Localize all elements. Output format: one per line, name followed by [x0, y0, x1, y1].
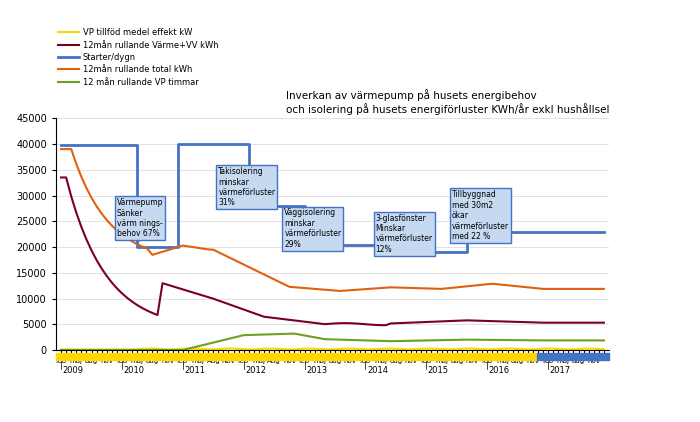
Starter/dygn	[174, 245, 182, 250]
12mån rullande Värme+VV kWh	[528, 320, 537, 325]
12mån rullande total kWh	[600, 287, 608, 292]
Starter/dygn	[392, 250, 400, 255]
Starter/dygn	[169, 245, 177, 250]
12mån rullande total kWh	[113, 228, 121, 233]
VP tillföd medel effekt kW	[143, 346, 151, 351]
Line: Starter/dygn: Starter/dygn	[61, 144, 604, 252]
12 mån rullande VP timmar	[600, 338, 608, 343]
Text: 2011: 2011	[184, 366, 205, 376]
Starter/dygn	[244, 203, 253, 208]
Starter/dygn	[600, 229, 608, 234]
Bar	[537, 353, 609, 360]
VP tillföd medel effekt kW	[494, 346, 502, 352]
12 mån rullande VP timmar	[113, 347, 121, 352]
12 mån rullande VP timmar	[316, 336, 324, 341]
12mån rullande Värme+VV kWh	[113, 286, 121, 291]
12 mån rullande VP timmar	[57, 347, 65, 352]
12mån rullande Värme+VV kWh	[382, 323, 390, 328]
Text: 2014: 2014	[367, 366, 388, 376]
12mån rullande total kWh	[336, 288, 344, 293]
12 mån rullande VP timmar	[143, 347, 151, 352]
VP tillföd medel effekt kW	[528, 347, 537, 352]
Starter/dygn	[458, 250, 466, 255]
Starter/dygn	[392, 242, 400, 247]
Text: Tillbyggnad
med 30m2
ökar
värmeförluster
med 22 %: Tillbyggnad med 30m2 ökar värmeförluster…	[452, 190, 509, 241]
VP tillföd medel effekt kW	[346, 346, 354, 351]
Text: 2017: 2017	[550, 366, 570, 376]
Text: 2016: 2016	[489, 366, 510, 376]
12mån rullande Värme+VV kWh	[311, 320, 319, 325]
12mån rullande Värme+VV kWh	[595, 320, 603, 325]
Starter/dygn	[128, 143, 136, 148]
Starter/dygn	[295, 203, 304, 208]
Starter/dygn	[239, 141, 248, 146]
Starter/dygn	[128, 143, 136, 148]
Starter/dygn	[239, 141, 248, 146]
Starter/dygn	[133, 245, 141, 250]
Starter/dygn	[244, 141, 253, 146]
VP tillföd medel effekt kW	[311, 346, 319, 351]
Text: Väggisolering
minskar
värmeförluster
29%: Väggisolering minskar värmeförluster 29%	[284, 208, 342, 249]
Starter/dygn	[463, 250, 471, 255]
VP tillföd medel effekt kW	[600, 347, 608, 352]
12mån rullande total kWh	[143, 246, 151, 251]
VP tillföd medel effekt kW	[57, 347, 65, 352]
Bar	[56, 353, 537, 360]
12mån rullande total kWh	[57, 146, 65, 151]
12mån rullande total kWh	[595, 287, 603, 292]
12 mån rullande VP timmar	[528, 338, 537, 343]
12 mån rullande VP timmar	[494, 338, 502, 343]
Starter/dygn	[239, 141, 248, 146]
Text: Värmepump
Sänker
värm nings-
behov 67%: Värmepump Sänker värm nings- behov 67%	[117, 198, 163, 243]
12mån rullande Värme+VV kWh	[494, 319, 502, 324]
12mån rullande total kWh	[494, 282, 502, 287]
VP tillföd medel effekt kW	[595, 346, 603, 352]
Starter/dygn	[133, 143, 141, 148]
12mån rullande total kWh	[311, 287, 319, 292]
12 mån rullande VP timmar	[595, 338, 603, 343]
Text: 2015: 2015	[428, 366, 449, 376]
Starter/dygn	[295, 203, 304, 208]
12mån rullande Värme+VV kWh	[57, 175, 65, 180]
Legend: VP tillföd medel effekt kW, 12mån rullande Värme+VV kWh, Starter/dygn, 12mån rul: VP tillföd medel effekt kW, 12mån rullan…	[55, 25, 222, 90]
Starter/dygn	[169, 245, 177, 250]
Line: 12mån rullande total kWh: 12mån rullande total kWh	[61, 149, 604, 291]
Starter/dygn	[392, 242, 400, 247]
Text: 2012: 2012	[245, 366, 266, 376]
Text: 2009: 2009	[62, 366, 83, 376]
Starter/dygn	[174, 141, 182, 146]
12mån rullande Värme+VV kWh	[600, 320, 608, 325]
VP tillföd medel effekt kW	[113, 347, 121, 352]
Starter/dygn	[300, 203, 309, 208]
12mån rullande total kWh	[528, 285, 537, 290]
Text: Takisolering
minskar
värmeförluster
31%: Takisolering minskar värmeförluster 31%	[218, 167, 276, 207]
Text: Inverkan av värmepump på husets energibehov
och isolering på husets energiförlus: Inverkan av värmepump på husets energibe…	[286, 89, 609, 115]
Starter/dygn	[174, 245, 182, 250]
Starter/dygn	[133, 143, 141, 148]
Starter/dygn	[128, 143, 136, 148]
Starter/dygn	[244, 141, 253, 146]
Starter/dygn	[458, 250, 466, 255]
Starter/dygn	[463, 250, 471, 255]
Line: 12mån rullande Värme+VV kWh: 12mån rullande Värme+VV kWh	[61, 178, 604, 325]
Starter/dygn	[300, 242, 309, 247]
Text: 2010: 2010	[123, 366, 144, 376]
Starter/dygn	[169, 245, 177, 250]
Starter/dygn	[57, 143, 65, 148]
Starter/dygn	[386, 242, 395, 247]
Text: 2013: 2013	[306, 366, 327, 376]
Line: 12 mån rullande VP timmar: 12 mån rullande VP timmar	[61, 334, 604, 350]
Starter/dygn	[300, 203, 309, 208]
Text: 3-glasfönster
Minskar
värmeförluster
12%: 3-glasfönster Minskar värmeförluster 12%	[376, 214, 433, 254]
Starter/dygn	[386, 242, 395, 247]
Starter/dygn	[463, 229, 471, 234]
12 mån rullande VP timmar	[290, 331, 299, 336]
Starter/dygn	[386, 242, 395, 247]
Starter/dygn	[295, 203, 304, 208]
12mån rullande Värme+VV kWh	[143, 308, 151, 313]
Starter/dygn	[458, 250, 466, 255]
